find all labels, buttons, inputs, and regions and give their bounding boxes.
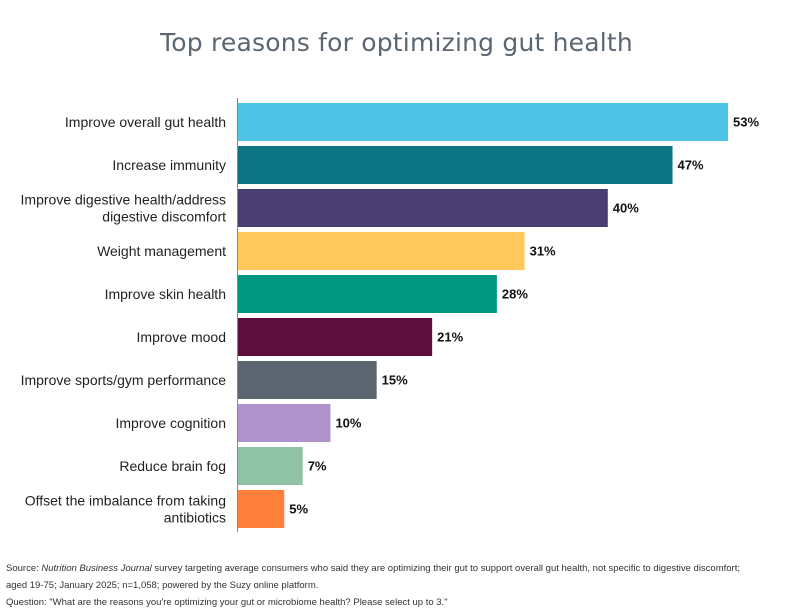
category-label-4: Weight management: [97, 243, 226, 259]
value-label-7: 15%: [382, 373, 408, 388]
category-label-3: Improve digestive health/address digestiv…: [21, 192, 227, 225]
category-label-10: Offset the imbalance from taking antibiot…: [25, 493, 226, 526]
bar-chart: Improve overall gut health Increase immun…: [21, 98, 759, 532]
value-label-10: 5%: [289, 502, 308, 517]
source-publication: Nutrition Business Journal: [41, 563, 152, 574]
value-labels-group: 53% 47% 40% 31% 28% 21% 15% 10% 7% 5%: [289, 115, 759, 517]
chart-title: Top reasons for optimizing gut health: [160, 28, 633, 57]
value-label-5: 28%: [502, 287, 528, 302]
value-label-3: 40%: [613, 201, 639, 216]
category-labels-group: Improve overall gut health Increase immun…: [21, 114, 227, 526]
source-line-2: aged 19-75; January 2025; n=1,058; power…: [6, 580, 319, 591]
value-label-8: 10%: [335, 416, 361, 431]
category-label-8: Improve cognition: [115, 415, 226, 431]
category-label-7: Improve sports/gym performance: [21, 372, 227, 388]
source-line-3: Question: "What are the reasons you're o…: [6, 597, 448, 608]
category-label-6: Improve mood: [137, 329, 226, 345]
bar-5: [238, 275, 497, 313]
bar-6: [238, 318, 433, 356]
bar-10: [238, 490, 285, 528]
bar-9: [238, 447, 303, 485]
value-label-9: 7%: [308, 459, 327, 474]
bar-8: [238, 404, 331, 442]
value-label-6: 21%: [437, 330, 463, 345]
bars-group: [238, 103, 728, 528]
category-label-2: Increase immunity: [112, 157, 226, 173]
source-line-1: Source: Nutrition Business Journal surve…: [6, 560, 791, 577]
value-label-4: 31%: [530, 244, 556, 259]
bar-4: [238, 232, 525, 270]
bar-7: [238, 361, 377, 399]
category-label-1: Improve overall gut health: [65, 114, 226, 130]
source-line-1-rest: survey targeting average consumers who s…: [151, 563, 740, 574]
bar-1: [238, 103, 728, 141]
bar-2: [238, 146, 673, 184]
value-label-1: 53%: [733, 115, 759, 130]
source-prefix: Source:: [6, 563, 42, 574]
value-label-2: 47%: [678, 158, 704, 173]
bar-3: [238, 189, 608, 227]
source-note: Source: Nutrition Business Journal surve…: [6, 560, 791, 611]
category-label-9: Reduce brain fog: [119, 458, 226, 474]
category-label-5: Improve skin health: [105, 286, 226, 302]
